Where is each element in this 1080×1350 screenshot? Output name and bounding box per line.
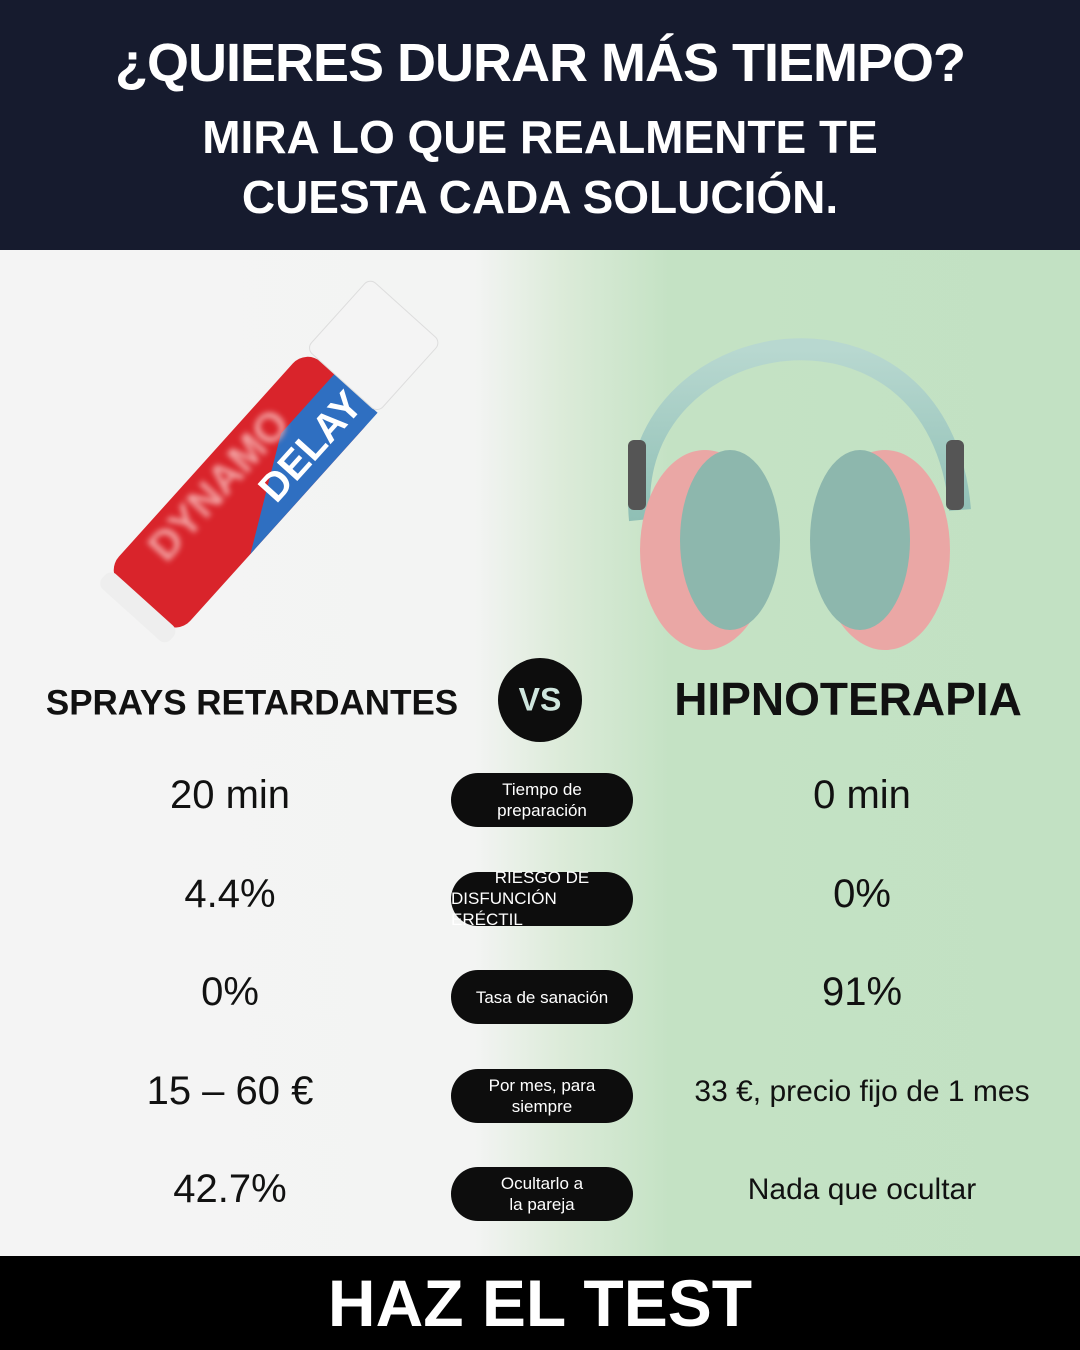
left-value: 20 min bbox=[169, 773, 291, 817]
criterion-line: Tasa de sanación bbox=[475, 987, 609, 1007]
criterion-pill: Tiempo de preparación bbox=[451, 773, 633, 827]
criterion-line: DISFUNCIÓN ERÉCTIL bbox=[451, 889, 557, 929]
criterion-pill: Tasa de sanación bbox=[451, 970, 633, 1024]
criterion-line: la pareja bbox=[509, 1195, 575, 1214]
cta-button[interactable]: HAZ EL TEST bbox=[0, 1256, 1080, 1350]
subtitle-line: CUESTA CADA SOLUCIÓN. bbox=[241, 171, 839, 223]
spray-bottle: DYNAMO DELAY bbox=[100, 280, 439, 643]
title: ¿QUIERES DURAR MÁS TIEMPO? bbox=[114, 33, 966, 93]
criterion-pill: Ocultarlo a la pareja bbox=[451, 1167, 633, 1221]
criterion-line: Ocultarlo a bbox=[500, 1174, 584, 1193]
criterion-pill: Por mes, para siempre bbox=[451, 1068, 633, 1123]
right-name: HIPNOTERAPIA bbox=[674, 673, 1022, 725]
subtitle-line: MIRA LO QUE REALMENTE TE bbox=[202, 111, 878, 163]
right-value: 33 €, precio fijo de 1 mes bbox=[694, 1074, 1030, 1108]
right-value: 91% bbox=[821, 970, 903, 1014]
left-value: 4.4% bbox=[184, 871, 276, 916]
vs-badge bbox=[498, 658, 582, 742]
left-value: 0% bbox=[201, 970, 259, 1014]
criterion-line: preparación bbox=[497, 801, 587, 820]
right-value: 0% bbox=[833, 871, 891, 916]
criterion-line: siempre bbox=[511, 1096, 573, 1116]
vs-label: VS bbox=[519, 681, 562, 717]
criterion-line: Tiempo de bbox=[502, 780, 582, 799]
headphones bbox=[628, 338, 971, 650]
criterion-pill: RIESGO DE DISFUNCIÓN ERÉCTIL bbox=[451, 868, 633, 929]
left-value: 42.7% bbox=[173, 1167, 287, 1211]
comparison: DYNAMO DELAY SPRAYS RETARDANTES VS HIPNO… bbox=[0, 250, 1080, 1256]
criterion-line: Por mes, para bbox=[488, 1075, 596, 1095]
left-value: 15 – 60 € bbox=[146, 1068, 314, 1113]
illustrations: DYNAMO DELAY SPRAYS RETARDANTES VS HIPNO… bbox=[46, 280, 1022, 742]
right-value: Nada que ocultar bbox=[747, 1173, 977, 1206]
header: ¿QUIERES DURAR MÁS TIEMPO? MIRA LO QUE R… bbox=[0, 0, 1080, 250]
left-name: SPRAYS RETARDANTES bbox=[46, 683, 458, 722]
criterion-line: RIESGO DE bbox=[494, 868, 590, 887]
right-value: 0 min bbox=[813, 773, 911, 817]
